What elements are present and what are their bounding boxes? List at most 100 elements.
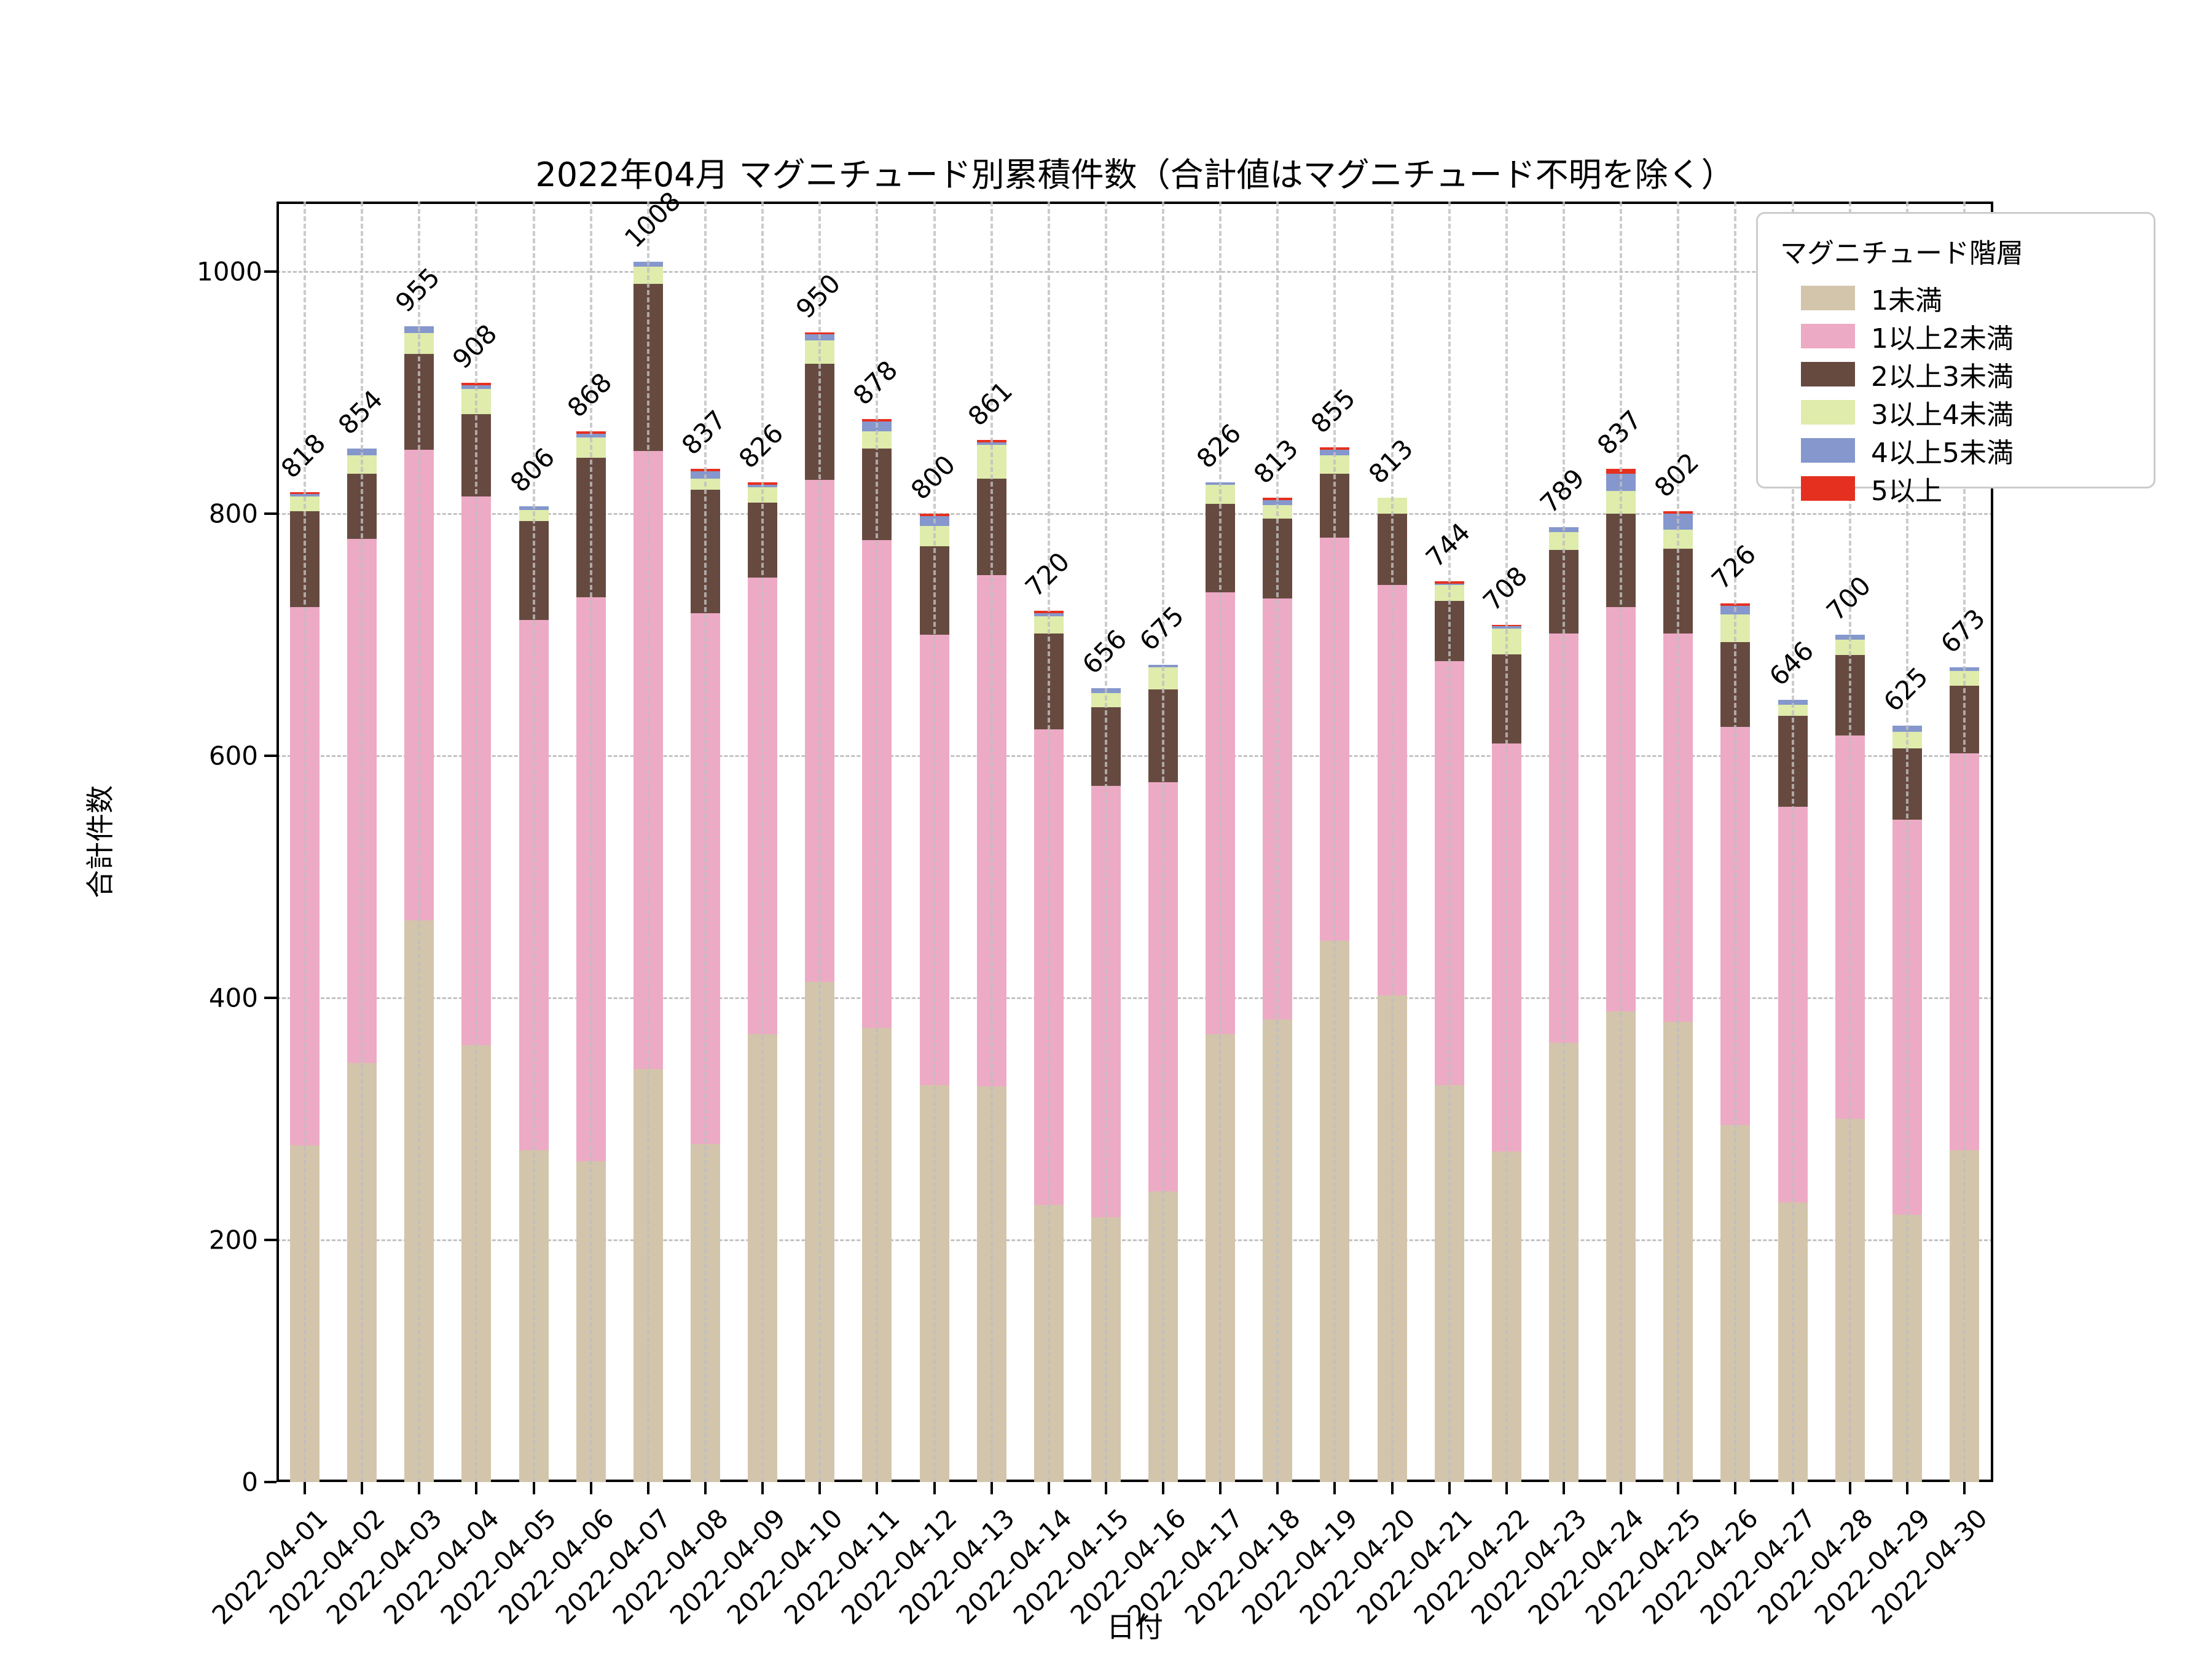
- y-tick-label: 800: [208, 498, 258, 529]
- vertical-gridline: [1333, 202, 1336, 1482]
- x-axis-tick: [876, 1482, 879, 1494]
- vertical-gridline: [1390, 202, 1394, 1482]
- horizontal-gridline: [276, 271, 1993, 273]
- x-axis-tick: [704, 1482, 707, 1494]
- y-axis-tick: [264, 1481, 276, 1483]
- legend-swatch: [1801, 362, 1855, 386]
- vertical-gridline: [418, 202, 421, 1482]
- y-tick-label: 400: [208, 982, 258, 1013]
- vertical-gridline: [589, 202, 592, 1482]
- y-tick-label: 1000: [197, 256, 262, 287]
- vertical-gridline: [304, 202, 306, 1482]
- x-axis-tick: [1563, 1482, 1566, 1494]
- vertical-gridline: [1162, 202, 1165, 1482]
- legend-item: 3以上4未満: [1776, 393, 2135, 431]
- x-axis-tick: [1448, 1482, 1451, 1494]
- vertical-gridline: [361, 202, 364, 1482]
- horizontal-gridline: [276, 513, 1993, 515]
- y-tick-label: 200: [208, 1225, 258, 1255]
- legend-item: 2以上3未満: [1776, 355, 2135, 393]
- vertical-gridline: [990, 202, 993, 1482]
- vertical-gridline: [475, 202, 478, 1482]
- y-axis-tick: [264, 997, 276, 999]
- vertical-gridline: [933, 202, 936, 1482]
- x-axis-tick: [1333, 1482, 1336, 1494]
- legend-item: 1未満: [1776, 279, 2135, 317]
- chart-title: 2022年04月 マグニチュード別累積件数（合計値はマグニチュード不明を除く）: [535, 155, 1735, 194]
- y-tick-label: 600: [208, 740, 258, 771]
- x-axis-tick: [1162, 1482, 1165, 1494]
- vertical-gridline: [1448, 202, 1451, 1482]
- y-axis-tick: [264, 755, 276, 757]
- x-axis-tick: [418, 1482, 421, 1494]
- plot-border: [276, 202, 1993, 1482]
- vertical-gridline: [818, 202, 822, 1482]
- x-axis-label: 日付: [1107, 1610, 1163, 1644]
- vertical-gridline: [1276, 202, 1279, 1482]
- vertical-gridline: [1791, 202, 1794, 1482]
- y-axis-tick: [264, 270, 276, 273]
- x-axis-tick: [1505, 1482, 1508, 1494]
- x-axis-tick: [1047, 1482, 1050, 1494]
- x-axis-tick: [532, 1482, 535, 1494]
- vertical-gridline: [704, 202, 707, 1482]
- legend-item-label: 5以上: [1871, 476, 1942, 507]
- x-axis-tick: [1104, 1482, 1107, 1494]
- x-axis-tick: [818, 1482, 822, 1494]
- x-axis-tick: [1219, 1482, 1222, 1494]
- x-axis-tick: [304, 1482, 306, 1494]
- horizontal-gridline: [276, 997, 1993, 999]
- y-axis-label: 合計件数: [84, 785, 117, 898]
- legend-swatch: [1801, 476, 1855, 501]
- vertical-gridline: [1905, 202, 1908, 1482]
- x-axis-tick: [646, 1482, 649, 1494]
- vertical-gridline: [1563, 202, 1566, 1482]
- vertical-gridline: [532, 202, 535, 1482]
- x-axis-tick: [1276, 1482, 1279, 1494]
- x-axis-tick: [1791, 1482, 1794, 1494]
- x-axis-tick: [589, 1482, 592, 1494]
- vertical-gridline: [1734, 202, 1737, 1482]
- vertical-gridline: [1620, 202, 1623, 1482]
- legend-swatch: [1801, 286, 1855, 310]
- vertical-gridline: [1505, 202, 1508, 1482]
- legend-item-label: 4以上5未満: [1871, 437, 2014, 469]
- y-axis-tick: [264, 1239, 276, 1241]
- x-axis-tick: [1677, 1482, 1680, 1494]
- vertical-gridline: [1848, 202, 1851, 1482]
- vertical-gridline: [646, 202, 649, 1482]
- x-axis-tick: [361, 1482, 364, 1494]
- vertical-gridline: [1047, 202, 1050, 1482]
- legend-item-label: 1以上2未満: [1871, 323, 2014, 355]
- vertical-gridline: [1104, 202, 1107, 1482]
- x-axis-tick: [1390, 1482, 1394, 1494]
- x-axis-tick: [475, 1482, 478, 1494]
- legend-item: 4以上5未満: [1776, 431, 2135, 469]
- horizontal-gridline: [276, 755, 1993, 757]
- x-axis-tick: [1848, 1482, 1851, 1494]
- legend-swatch: [1801, 438, 1855, 463]
- legend-swatch: [1801, 324, 1855, 348]
- vertical-gridline: [761, 202, 764, 1482]
- vertical-gridline: [1677, 202, 1680, 1482]
- y-tick-label: 0: [241, 1467, 258, 1497]
- vertical-gridline: [1219, 202, 1222, 1482]
- y-axis-tick: [264, 512, 276, 515]
- legend-item-label: 2以上3未満: [1871, 361, 2014, 393]
- legend-item-label: 1未満: [1871, 285, 1942, 316]
- vertical-gridline: [1963, 202, 1966, 1482]
- vertical-gridline: [876, 202, 879, 1482]
- x-axis-tick: [1620, 1482, 1623, 1494]
- x-axis-tick: [761, 1482, 764, 1494]
- legend: マグニチュード階層 1未満 1以上2未満 2以上3未満 3以上4未満 4以上5未満 5以上: [1756, 212, 2155, 507]
- x-axis-tick: [1734, 1482, 1737, 1494]
- legend-title: マグニチュード階層: [1780, 238, 2023, 269]
- legend-swatch: [1801, 400, 1855, 425]
- horizontal-gridline: [276, 1239, 1993, 1241]
- legend-item-label: 3以上4未満: [1871, 399, 2014, 431]
- x-axis-tick: [990, 1482, 993, 1494]
- legend-item: 1以上2未満: [1776, 317, 2135, 355]
- x-axis-tick: [1905, 1482, 1908, 1494]
- x-axis-tick: [1963, 1482, 1966, 1494]
